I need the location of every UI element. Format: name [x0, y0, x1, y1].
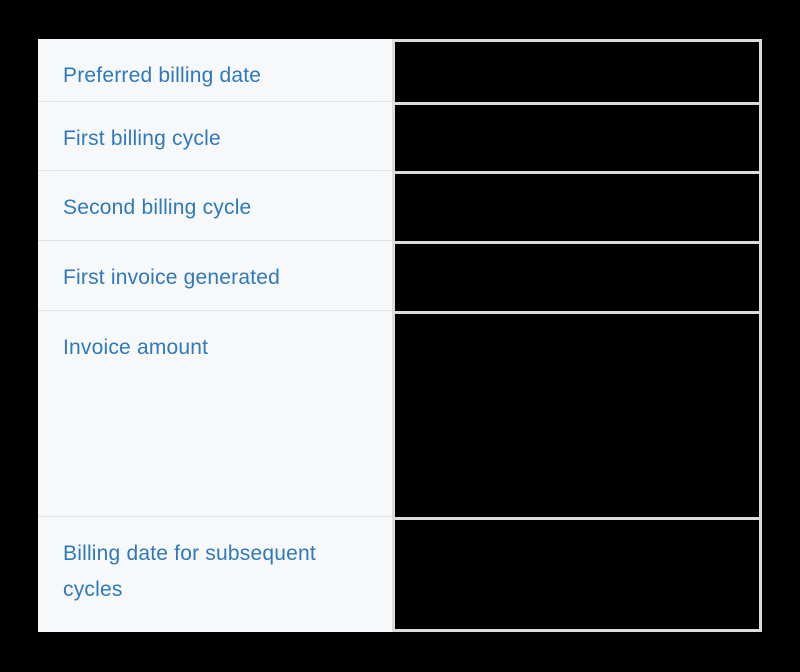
billing-info-table: Preferred billing date First billing cyc… — [38, 39, 762, 632]
redacted-value-cell — [395, 174, 759, 241]
row-label: Preferred billing date — [63, 64, 262, 87]
redacted-value-cell — [395, 520, 759, 629]
value-column — [392, 39, 762, 632]
redacted-value-cell — [395, 105, 759, 171]
row-label: First billing cycle — [63, 127, 221, 150]
label-cell-first-invoice-generated: First invoice generated — [38, 241, 392, 311]
redacted-value-cell — [395, 42, 759, 102]
label-cell-preferred-billing-date: Preferred billing date — [38, 39, 392, 102]
row-label: Billing date for subsequent cycles — [63, 542, 316, 601]
label-cell-billing-date-subsequent-cycles: Billing date for subsequent cycles — [38, 517, 392, 629]
row-label: Invoice amount — [63, 336, 209, 359]
redacted-value-cell — [395, 314, 759, 517]
label-cell-invoice-amount: Invoice amount — [38, 311, 392, 517]
label-column: Preferred billing date First billing cyc… — [38, 39, 392, 632]
label-cell-second-billing-cycle: Second billing cycle — [38, 171, 392, 241]
row-label: Second billing cycle — [63, 196, 252, 219]
redacted-value-cell — [395, 244, 759, 311]
label-cell-first-billing-cycle: First billing cycle — [38, 102, 392, 171]
row-label: First invoice generated — [63, 266, 281, 289]
